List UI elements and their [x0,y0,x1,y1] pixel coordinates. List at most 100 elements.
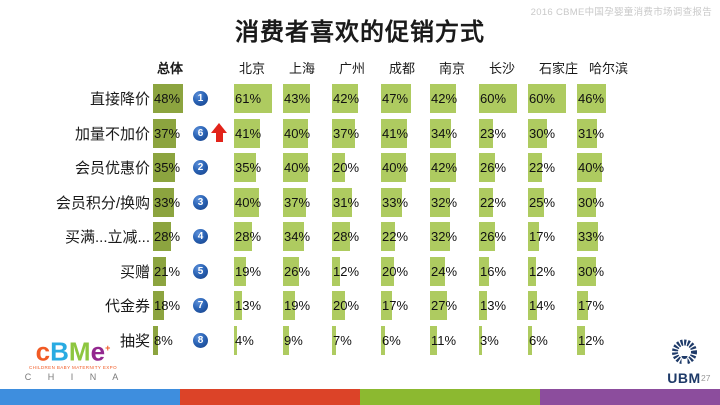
report-watermark: 2016 CBME中国孕婴童消费市场调查报告 [530,7,712,18]
bar-cell: 11% [430,325,479,355]
bar-value: 13% [235,298,262,313]
bar-value: 32% [431,194,458,210]
value-bar [283,118,309,148]
bar-value: 20% [333,160,360,175]
value-bar [234,118,260,148]
bar-value: 37% [154,125,181,141]
bar-value: 12% [529,263,556,279]
bar-value: 4% [235,332,254,348]
cbme-logo-country: C H I N A [24,371,126,382]
value-bar [528,187,544,217]
bar-value: 28% [235,229,262,244]
bar-cell: 22% [381,222,430,251]
bar-cell: 27% [430,291,479,320]
bar-value: 33% [578,229,605,244]
bar-value: 26% [284,263,311,279]
bar-value: 42% [333,91,360,106]
bar-cell: 32% [430,187,479,217]
column-headers: 总体 北京 上海 广州 成都 南京 长沙 石家庄 哈尔滨 [153,58,638,77]
page-number: 27 [701,373,711,383]
bar-cell: 13% [234,291,283,320]
bar-value: 11% [431,332,457,348]
bar-cell: 24% [430,256,479,286]
bar-cell: 30% [528,118,577,148]
bar-value: 47% [382,91,409,106]
value-bar [234,84,273,113]
value-bar [381,325,385,355]
value-bar [283,256,300,286]
bar-cell: 18% 7 [153,291,234,320]
bar-value: 9% [284,332,303,348]
column-header: 石家庄 [539,61,579,76]
bar-cell: 17% [381,291,430,320]
value-bar [479,153,496,182]
bar-cell: 26% [479,153,528,182]
value-bar [153,84,184,113]
rank-badge: 4 [193,229,208,244]
cbme-logo: cBMe+ CHILDREN BABY MATERNITY EXPO C H I… [18,336,128,382]
bar-value: 48% [154,91,181,106]
bar-value: 19% [284,298,311,313]
bar-cell: 20% [332,153,381,182]
value-bar [430,291,447,320]
bar-cell: 34% [430,118,479,148]
bar-cell: 25% [528,187,577,217]
bar-cell: 6% [381,325,430,355]
value-bar [430,118,452,148]
value-bar [153,325,159,355]
bar-cell: 4% [234,325,283,355]
bar-cell: 21% 5 [153,256,234,286]
bar-value: 19% [235,263,262,279]
value-bar [332,256,340,286]
value-bar [430,222,451,251]
bar-cell: 30% [577,256,626,286]
value-bar [430,153,457,182]
cbme-letter: M [68,336,91,367]
value-bar [430,325,437,355]
bar-cell: 19% [234,256,283,286]
bar-value: 17% [529,229,556,244]
value-bar [528,325,532,355]
bar-value: 8% [154,332,173,348]
bar-cell: 41% [381,118,430,148]
row-label: 直接降价 [89,91,150,108]
cbme-logo-letters: cBMe+ [18,336,128,367]
bar-cell: 30% [577,187,626,217]
trend-up-arrow [211,122,227,144]
row-label: 抽奖 [119,332,150,350]
value-bar [479,325,482,355]
bar-value: 22% [382,229,409,244]
bar-value: 42% [431,91,458,106]
bar-value: 34% [284,229,311,244]
bar-value: 33% [382,194,409,210]
bar-cell: 17% [528,222,577,251]
cbme-letter: B [50,336,69,367]
bar-value: 12% [333,263,360,279]
rank-badge: 2 [193,160,208,175]
value-bar [528,291,537,320]
value-bar [479,118,494,148]
row-label: 买满...立减... [64,229,150,246]
bar-value: 24% [431,263,458,279]
bar-cell: 40% [381,153,430,182]
bar-value: 16% [480,263,507,279]
value-bar [153,291,165,320]
bar-cell: 13% [479,291,528,320]
value-bar [430,256,446,286]
value-bar [381,256,394,286]
rank-badge: 5 [193,263,208,279]
bar-value: 28% [154,229,181,244]
bar-value: 41% [382,125,409,141]
value-bar [381,118,407,148]
value-bar [577,222,598,251]
bar-value: 13% [480,298,507,313]
value-bar [577,118,597,148]
bar-value: 35% [154,160,181,175]
bar-value: 25% [529,194,556,210]
bar-value: 60% [480,91,507,106]
rank-badge: 7 [193,298,208,313]
bar-value: 14% [529,298,556,313]
bar-value: 18% [154,298,181,313]
bar-cell: 33% 3 [153,187,234,217]
